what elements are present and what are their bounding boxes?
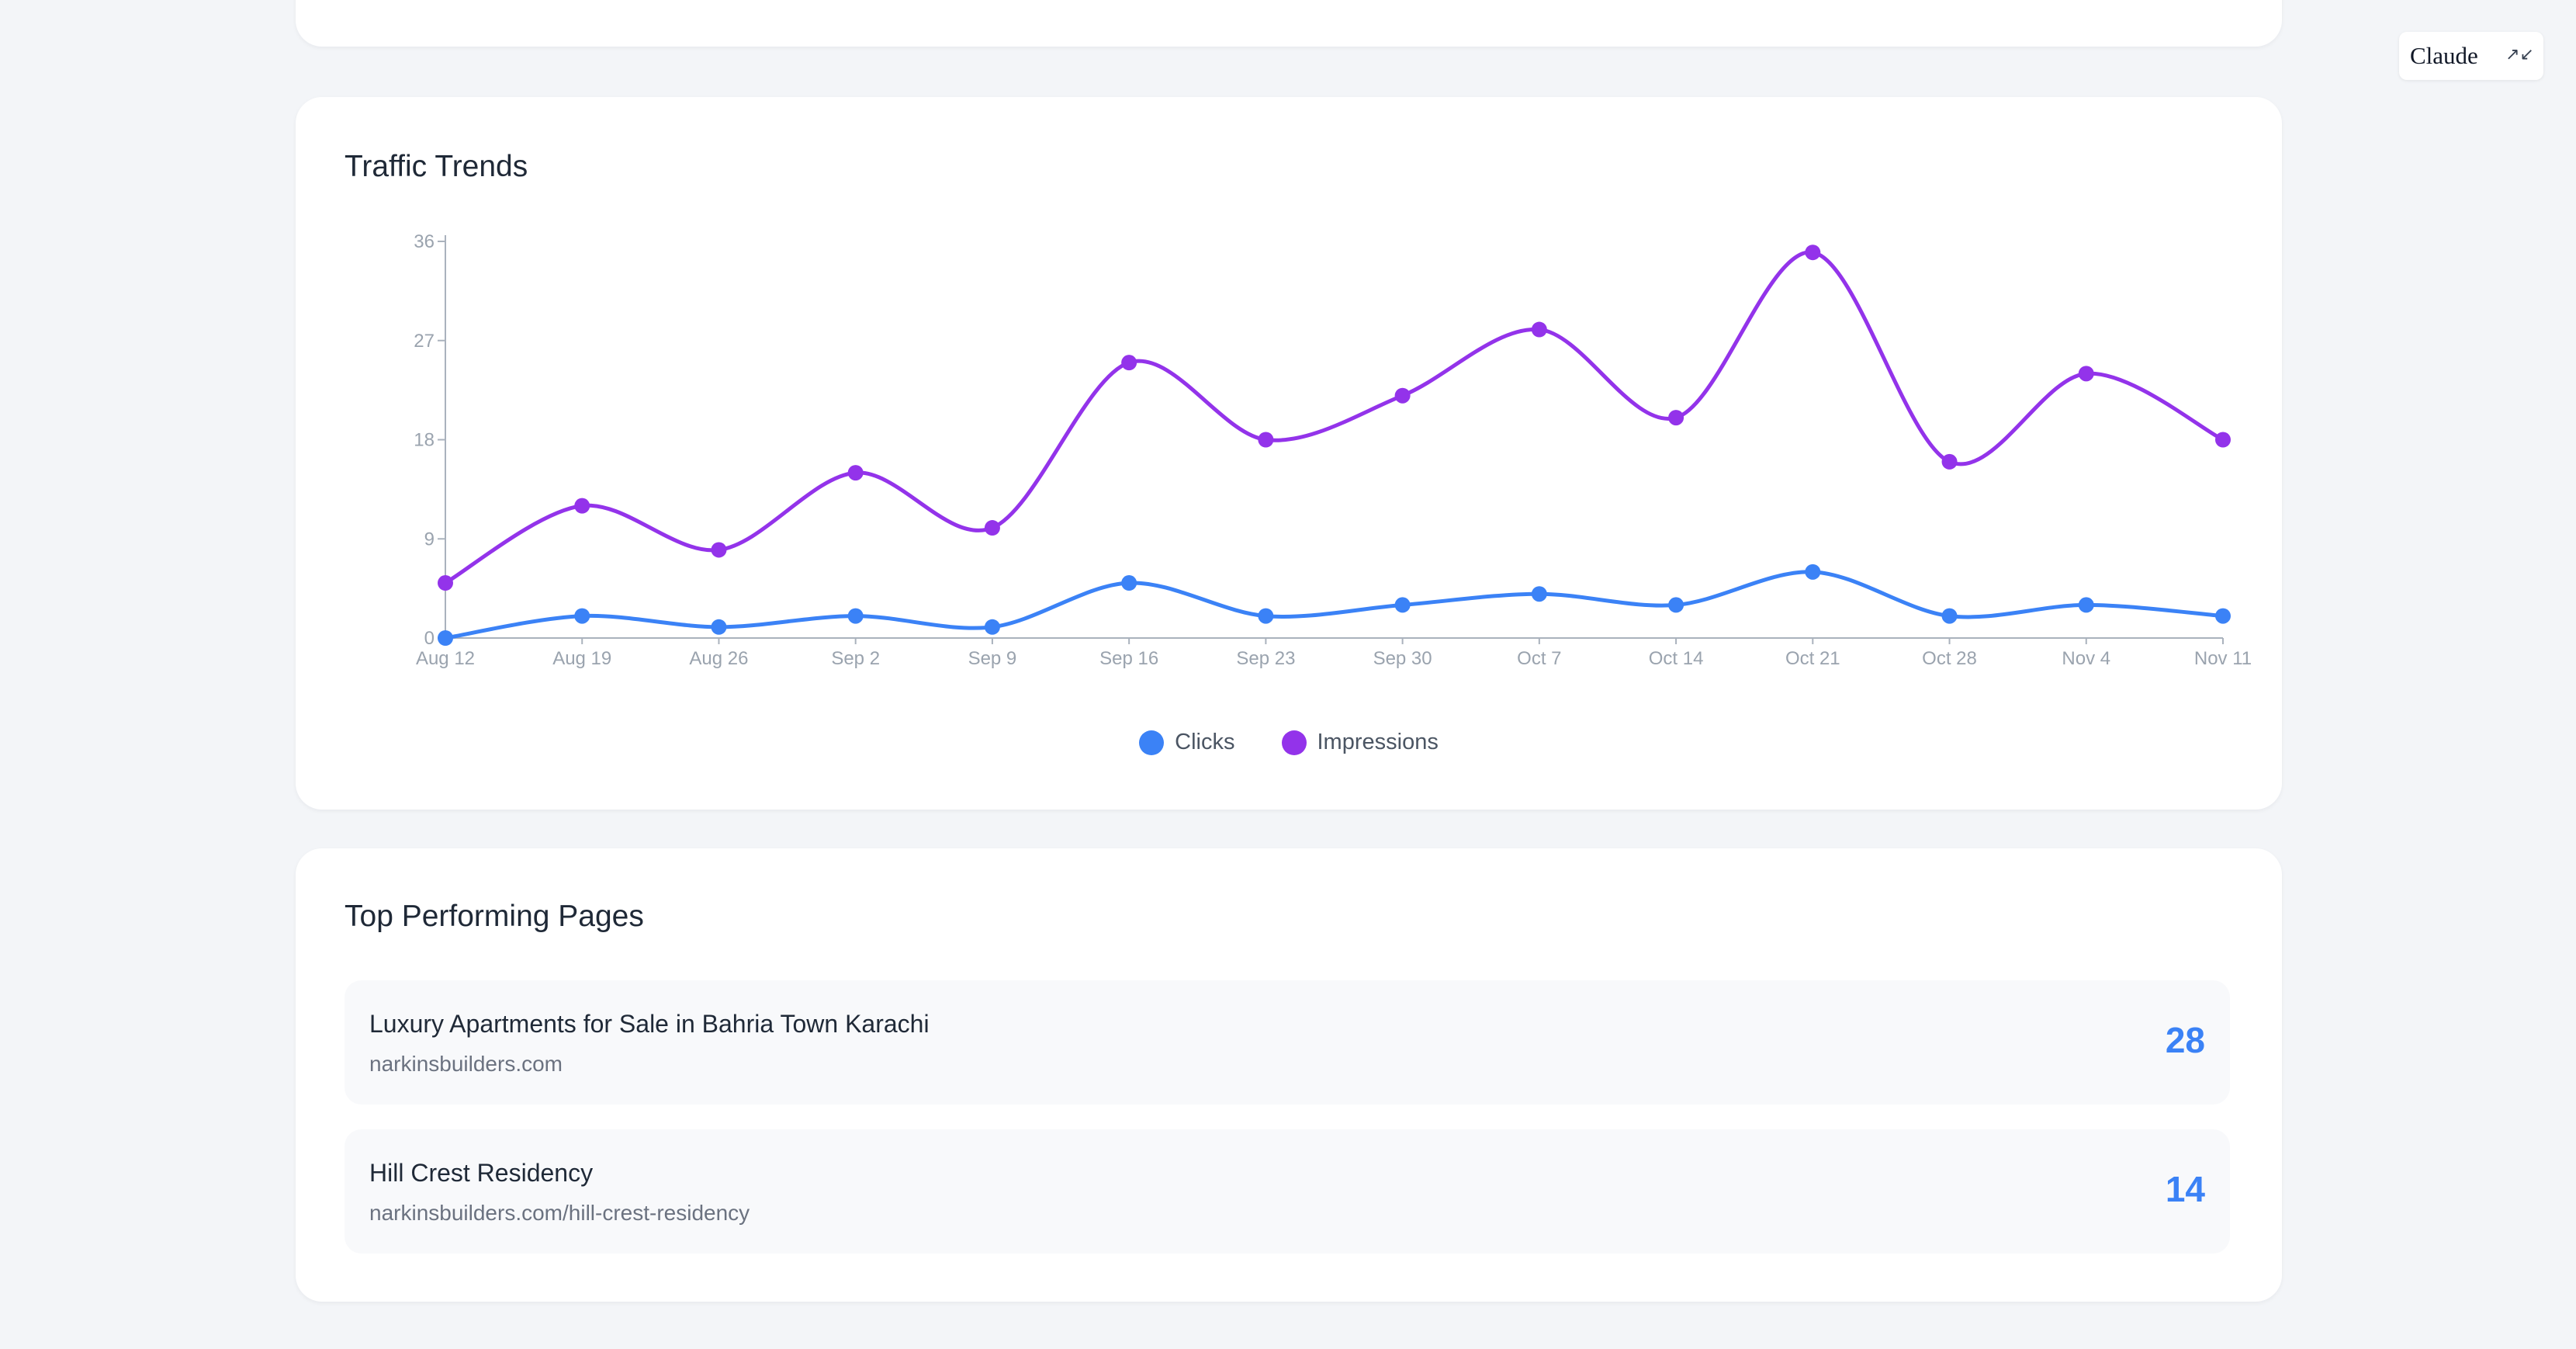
chart-series [438,244,2231,646]
data-point-impressions [1394,387,1411,404]
y-tick-label: 36 [414,231,435,252]
traffic-chart: 0 9 18 27 36 Aug 12 Aug 19 Aug 26 Sep 2 Sep 9 Sep … [414,231,2252,669]
legend-swatch [1281,730,1307,755]
series-line-impressions [444,250,2225,585]
x-tick-label: Sep 2 [831,648,880,669]
page-url: narkinsbuilders.com [369,1052,563,1076]
data-point-clicks [847,608,864,624]
y-tick-label: 27 [414,331,435,352]
claude-badge[interactable]: Claude ↗↙ [2399,32,2543,80]
x-tick-label: Oct 14 [1649,648,1704,669]
x-tick-label: Aug 12 [416,648,475,669]
x-tick-label: Sep 30 [1373,648,1432,669]
y-tick-label: 18 [414,430,435,451]
legend-label: Clicks [1175,730,1235,754]
data-point-clicks [438,630,453,646]
data-point-impressions [438,575,453,591]
page-click-count: 14 [2165,1169,2205,1209]
page-click-count: 28 [2165,1020,2205,1060]
data-point-clicks [1941,608,1958,624]
chart-axes: 0 9 18 27 36 Aug 12 Aug 19 Aug 26 Sep 2 Sep 9 Sep … [414,231,2252,669]
data-point-clicks [711,619,727,635]
data-point-clicks [574,608,590,624]
y-tick-label: 0 [424,628,435,649]
data-point-clicks [984,619,1000,635]
x-tick-label: Sep 9 [968,648,1017,669]
x-tick-label: Nov 4 [2062,648,2110,669]
data-point-impressions [1121,355,1137,371]
data-point-impressions [1941,453,1958,470]
page-row[interactable]: Hill Crest Residency narkinsbuilders.com… [345,1129,2230,1254]
page-row[interactable]: Luxury Apartments for Sale in Bahria Tow… [345,980,2230,1105]
data-point-impressions [711,542,727,558]
chart-legend: Clicks Impressions [296,730,2282,755]
data-point-clicks [1668,597,1684,613]
traffic-trends-card: Traffic Trends 0 9 18 27 36 Aug 12 Aug 19 Aug 2… [296,97,2282,810]
y-tick-label: 9 [424,529,435,550]
chart-title: Traffic Trends [345,150,528,183]
pages-title: Top Performing Pages [345,900,644,933]
series-line-clicks [445,570,2224,640]
claude-badge-label: Claude [2410,42,2478,69]
legend-label: Impressions [1317,730,1439,754]
x-tick-label: Aug 26 [689,648,748,669]
data-point-impressions [847,465,864,481]
x-tick-label: Oct 7 [1517,648,1561,669]
top-card [296,0,2282,47]
data-point-clicks [1531,586,1547,602]
top-pages-card: Top Performing Pages Luxury Apartments f… [296,848,2282,1302]
data-point-impressions [574,498,590,514]
legend-item-impressions[interactable]: Impressions [1281,730,1439,755]
page-url: narkinsbuilders.com/hill-crest-residency [369,1201,750,1225]
legend-swatch [1139,730,1165,755]
x-tick-label: Oct 21 [1785,648,1840,669]
data-point-clicks [1258,608,1274,624]
collapse-arrows-icon[interactable]: ↗↙ [2505,45,2534,64]
data-point-impressions [1668,410,1684,426]
data-point-impressions [1258,432,1274,448]
data-point-clicks [1121,575,1137,591]
x-tick-label: Aug 19 [552,648,611,669]
data-point-impressions [984,520,1000,536]
data-point-impressions [1805,244,1821,261]
data-point-clicks [2215,608,2231,624]
x-tick-label: Sep 23 [1236,648,1295,669]
legend-item-clicks[interactable]: Clicks [1139,730,1235,755]
data-point-clicks [2078,597,2094,613]
data-point-clicks [1394,597,1411,613]
page-title: Hill Crest Residency [369,1159,594,1187]
data-point-impressions [1531,321,1547,338]
data-point-impressions [2078,366,2094,382]
page-title: Luxury Apartments for Sale in Bahria Tow… [369,1010,930,1038]
data-point-clicks [1805,564,1821,580]
x-tick-label: Sep 16 [1099,648,1158,669]
x-tick-label: Nov 11 [2194,648,2252,669]
data-point-impressions [2215,432,2231,448]
x-tick-label: Oct 28 [1922,648,1977,669]
